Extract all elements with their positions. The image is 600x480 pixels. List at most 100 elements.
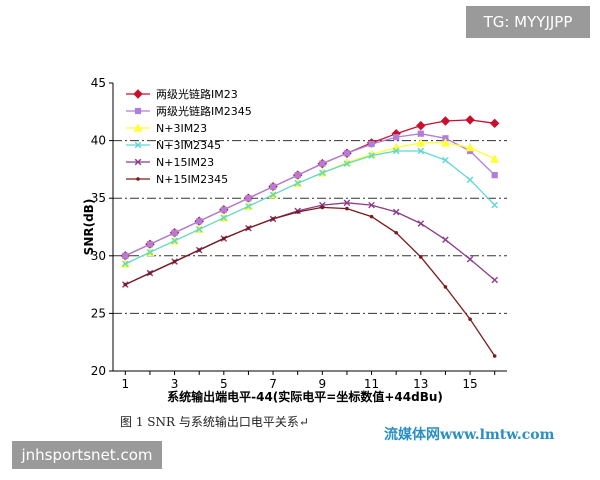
series-line: [125, 133, 496, 257]
data-point: [343, 150, 351, 157]
data-point: [295, 210, 300, 214]
y-tick-label: 35: [91, 191, 106, 205]
x-axis-label: 系统输出端电平-44(实际电平=坐标数值+44dBu): [167, 389, 443, 404]
legend-item: N+3IM23: [126, 122, 207, 135]
data-point: [466, 255, 474, 263]
watermark-top: TG: MYYJJPP: [466, 6, 590, 38]
x-tick-label: 9: [318, 377, 326, 391]
data-point: [171, 229, 178, 236]
series-6: [123, 205, 497, 358]
data-point: [294, 172, 301, 179]
data-point: [133, 123, 143, 132]
data-point: [343, 160, 351, 167]
data-point: [440, 116, 451, 126]
data-point: [489, 118, 500, 129]
legend-item: N+15IM2345: [126, 173, 228, 186]
data-point: [146, 249, 154, 256]
data-point: [122, 260, 129, 268]
y-tick-label: 30: [91, 249, 106, 263]
data-point: [245, 202, 252, 210]
data-point: [490, 154, 500, 163]
data-point: [368, 140, 375, 148]
data-point: [442, 156, 449, 164]
data-point: [491, 276, 498, 284]
legend-item: 两级光链路IM2345: [126, 104, 252, 118]
data-point: [442, 236, 449, 243]
data-point: [220, 214, 228, 222]
data-point: [392, 147, 400, 155]
legend-item: N+3IM2345: [126, 139, 221, 152]
data-point: [417, 147, 425, 155]
y-tick-label: 40: [91, 134, 106, 148]
legend-label: N+15IM23: [156, 156, 214, 169]
series-5: [122, 199, 498, 288]
data-point: [466, 176, 474, 184]
x-tick-label: 5: [220, 377, 228, 391]
data-point: [491, 172, 498, 179]
y-tick-label: 45: [91, 76, 106, 90]
data-point: [146, 241, 154, 248]
data-point: [465, 142, 475, 152]
data-point: [220, 206, 227, 213]
data-point: [443, 285, 448, 289]
data-point: [133, 89, 143, 99]
data-point: [417, 220, 425, 227]
data-point: [222, 236, 226, 241]
y-tick-label: 25: [91, 306, 106, 320]
data-point: [246, 226, 251, 230]
legend-item: N+15IM23: [126, 156, 214, 169]
data-point: [416, 138, 426, 147]
data-point: [197, 248, 201, 252]
data-point: [172, 259, 177, 264]
data-point: [134, 158, 142, 166]
series-line: [125, 202, 496, 286]
data-point: [419, 255, 423, 259]
data-point: [491, 201, 498, 209]
x-tick-label: 11: [364, 377, 379, 391]
x-tick-label: 7: [269, 377, 277, 391]
x-tick-label: 3: [171, 377, 179, 391]
series-4: [122, 147, 498, 268]
data-point: [245, 195, 252, 202]
data-point: [148, 271, 152, 275]
series-2: [122, 130, 498, 259]
data-point: [195, 226, 203, 233]
data-point: [271, 217, 275, 221]
watermark-bottom: jnhsportsnet.com: [12, 441, 162, 469]
data-point: [122, 252, 129, 259]
y-tick-label: 20: [91, 364, 106, 378]
data-point: [465, 115, 475, 125]
data-point: [171, 237, 178, 245]
data-point: [196, 218, 203, 225]
data-point: [393, 134, 400, 141]
x-tick-label: 15: [462, 377, 477, 391]
legend-label: 两级光链路IM23: [156, 87, 238, 101]
data-point: [319, 160, 326, 167]
data-point: [368, 152, 375, 159]
data-point: [417, 130, 424, 137]
data-point: [319, 169, 326, 177]
data-point: [134, 141, 142, 149]
data-point: [440, 138, 450, 147]
series-line: [125, 150, 496, 265]
data-point: [294, 179, 301, 187]
legend-label: N+3IM2345: [156, 139, 221, 152]
figure-caption: 图 1 SNR 与系统输出口电平关系↵: [120, 415, 309, 429]
legend-label: N+3IM23: [156, 122, 207, 135]
data-point: [392, 208, 400, 216]
data-point: [136, 177, 140, 181]
data-point: [345, 206, 349, 211]
data-point: [468, 317, 472, 321]
x-tick-label: 1: [121, 377, 129, 391]
data-point: [123, 282, 128, 287]
legend-label: 两级光链路IM2345: [156, 104, 252, 118]
data-point: [320, 205, 325, 210]
legend-label: N+15IM2345: [156, 173, 228, 186]
data-point: [492, 354, 497, 358]
data-point: [394, 230, 398, 235]
legend: 两级光链路IM23 两级光链路IM2345 N+3IM23 N+3IM2345 N+15…: [126, 87, 252, 186]
x-tick-label: 13: [413, 377, 428, 391]
y-axis-label: SNR(dB): [82, 199, 96, 256]
site-logo: 流媒体网www.lmtw.com: [384, 427, 555, 443]
